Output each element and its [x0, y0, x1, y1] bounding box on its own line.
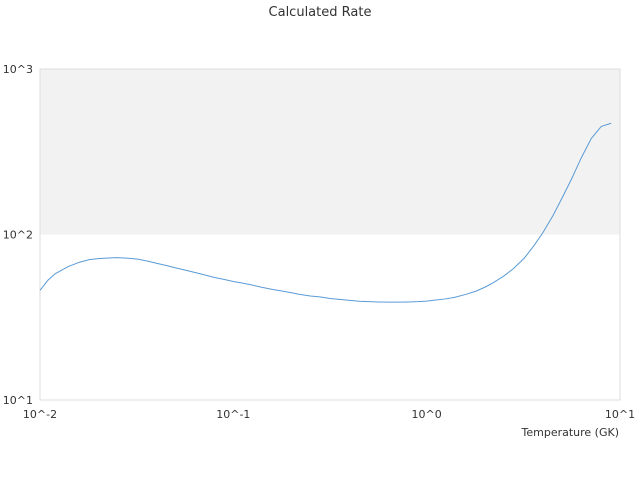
x-tick-label: 10^1: [605, 408, 635, 421]
x-tick-label: 10^-2: [23, 408, 57, 421]
y-tick-label: 10^2: [3, 229, 33, 242]
plot-band: [40, 69, 620, 235]
plot-band: [40, 234, 620, 400]
y-tick-label: 10^1: [3, 394, 33, 407]
y-tick-label: 10^3: [3, 63, 33, 76]
x-tick-label: 10^0: [412, 408, 442, 421]
x-axis-label: Temperature (GK): [521, 426, 620, 439]
series-line: [39, 122, 612, 303]
chart-title: Calculated Rate: [269, 5, 372, 20]
x-tick-label: 10^-1: [216, 408, 250, 421]
plot-frame: [39, 68, 621, 401]
